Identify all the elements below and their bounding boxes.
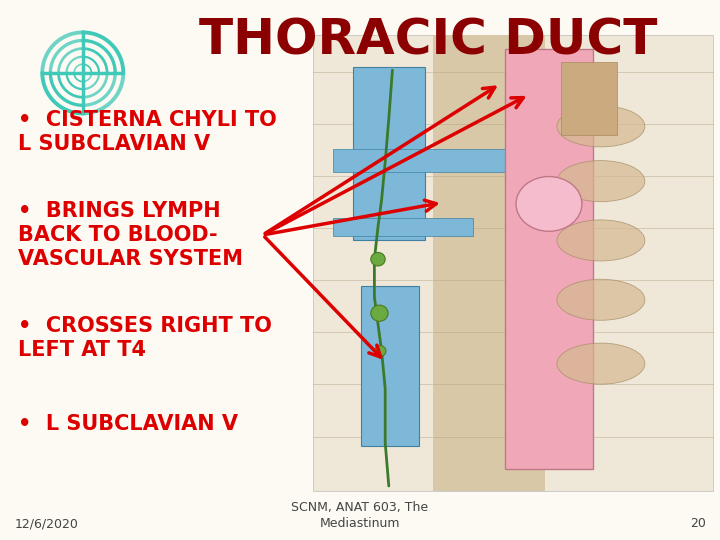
Text: 12/6/2020: 12/6/2020 xyxy=(14,517,78,530)
Bar xyxy=(433,35,545,491)
Bar xyxy=(313,35,713,491)
Ellipse shape xyxy=(516,177,582,231)
Bar xyxy=(361,286,419,446)
Bar xyxy=(333,218,473,236)
Ellipse shape xyxy=(371,252,385,266)
Text: •  L SUBCLAVIAN V: • L SUBCLAVIAN V xyxy=(18,414,238,434)
Ellipse shape xyxy=(557,220,645,261)
Text: •  CROSSES RIGHT TO
LEFT AT T4: • CROSSES RIGHT TO LEFT AT T4 xyxy=(18,315,272,360)
Ellipse shape xyxy=(374,346,386,356)
Ellipse shape xyxy=(557,106,645,147)
Bar xyxy=(505,49,593,469)
Text: •  BRINGS LYMPH
BACK TO BLOOD-
VASCULAR SYSTEM: • BRINGS LYMPH BACK TO BLOOD- VASCULAR S… xyxy=(18,201,243,269)
Bar xyxy=(561,63,617,136)
Text: •  CISTERNA CHYLI TO
L SUBCLAVIAN V: • CISTERNA CHYLI TO L SUBCLAVIAN V xyxy=(18,110,276,154)
Text: SCNM, ANAT 603, The
Mediastinum: SCNM, ANAT 603, The Mediastinum xyxy=(292,501,428,530)
Ellipse shape xyxy=(557,279,645,320)
Ellipse shape xyxy=(371,305,388,321)
Ellipse shape xyxy=(557,343,645,384)
Text: 20: 20 xyxy=(690,517,706,530)
Bar xyxy=(353,67,425,240)
Bar xyxy=(333,149,533,172)
Text: THORACIC DUCT: THORACIC DUCT xyxy=(199,17,657,64)
Ellipse shape xyxy=(557,160,645,201)
